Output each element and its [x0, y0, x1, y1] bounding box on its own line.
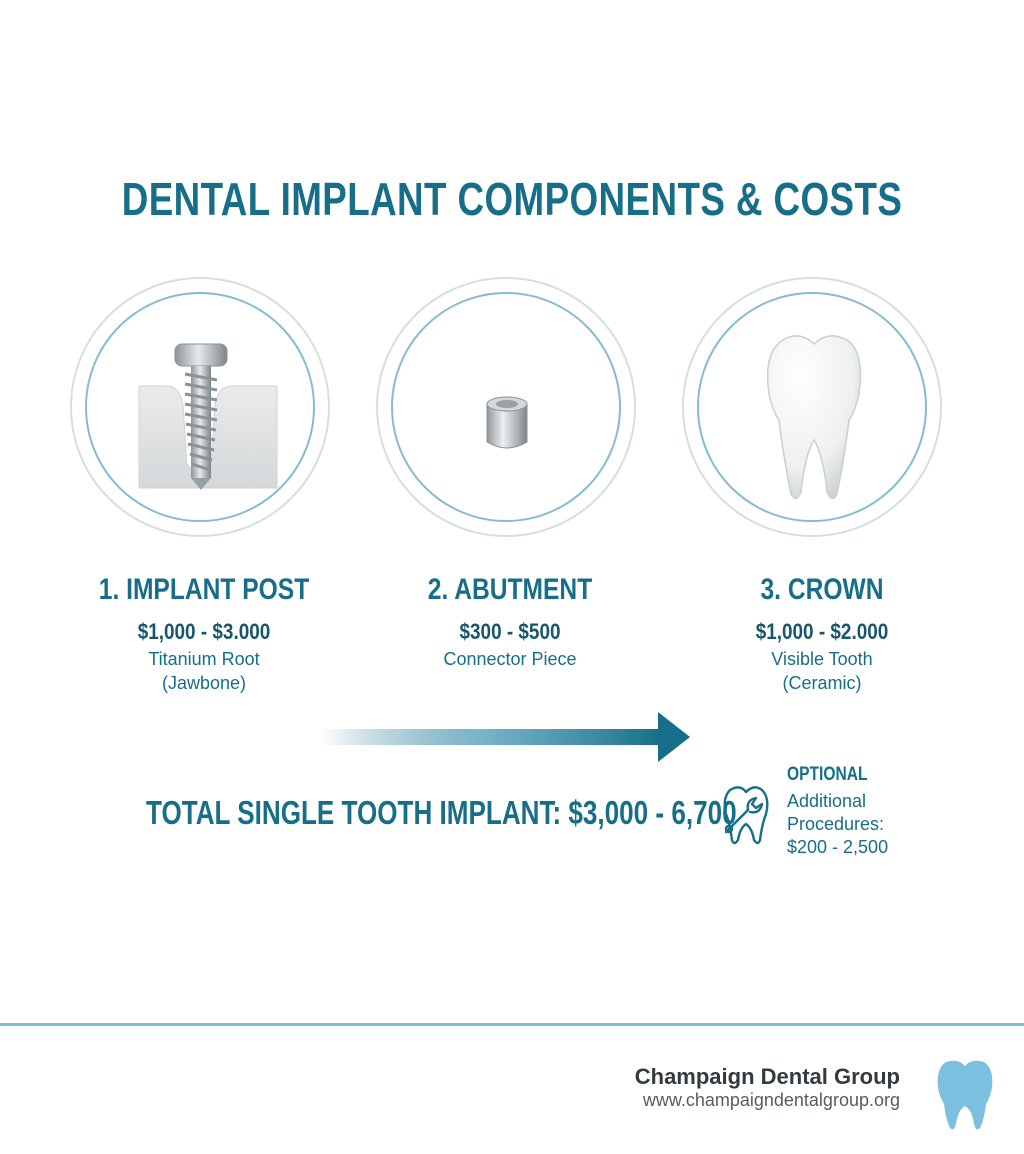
optional-line3: $200 - 2,500 [787, 837, 889, 857]
footer-website-link[interactable]: www.champaigndentalgroup.org [642, 1090, 900, 1110]
component-title: 2. ABUTMENT [427, 573, 593, 606]
component-price: $1,000 - $3.000 [137, 619, 271, 644]
optional-line1: Additional [787, 791, 867, 811]
component-title: 1. IMPLANT POST [98, 573, 310, 606]
crown-circle [682, 277, 942, 537]
footer-company-name: Champaign Dental Group [634, 1064, 900, 1089]
implant-screw-icon [138, 343, 278, 490]
component-desc-line1: Connector Piece [443, 649, 577, 669]
arrow-right-icon [320, 712, 690, 762]
abutment-icon [486, 396, 528, 449]
total-cost: TOTAL SINGLE TOOTH IMPLANT: $3,000 - 6,7… [146, 794, 737, 831]
component-price: $1,000 - $2.000 [755, 619, 889, 644]
crown-ring [697, 292, 927, 522]
component-desc-line2: (Ceramic) [782, 673, 862, 693]
optional-heading: OPTIONAL [787, 764, 868, 785]
optional-description: Additional Procedures: $200 - 2,500 [787, 790, 927, 859]
component-implant-post: 1. IMPLANT POST $1,000 - $3.000 Titanium… [54, 570, 354, 694]
tooth-wrench-icon [723, 786, 769, 845]
component-desc-line1: Titanium Root [148, 649, 260, 669]
tooth-crown-icon [766, 335, 862, 500]
tooth-logo-icon [937, 1060, 993, 1130]
component-abutment: 2. ABUTMENT $300 - $500 Connector Piece [360, 570, 660, 672]
footer-divider [0, 1023, 1024, 1026]
page-title: DENTAL IMPLANT COMPONENTS & COSTS [121, 173, 903, 225]
component-desc-line1: Visible Tooth [771, 649, 873, 669]
component-crown: 3. CROWN $1,000 - $2.000 Visible Tooth (… [672, 570, 972, 694]
optional-line2: Procedures: [787, 814, 885, 834]
implant-post-ring [85, 292, 315, 522]
abutment-ring [391, 292, 621, 522]
component-title: 3. CROWN [760, 573, 884, 606]
implant-post-circle [70, 277, 330, 537]
component-price: $300 - $500 [459, 619, 561, 644]
component-desc-line2: (Jawbone) [161, 673, 247, 693]
abutment-circle [376, 277, 636, 537]
